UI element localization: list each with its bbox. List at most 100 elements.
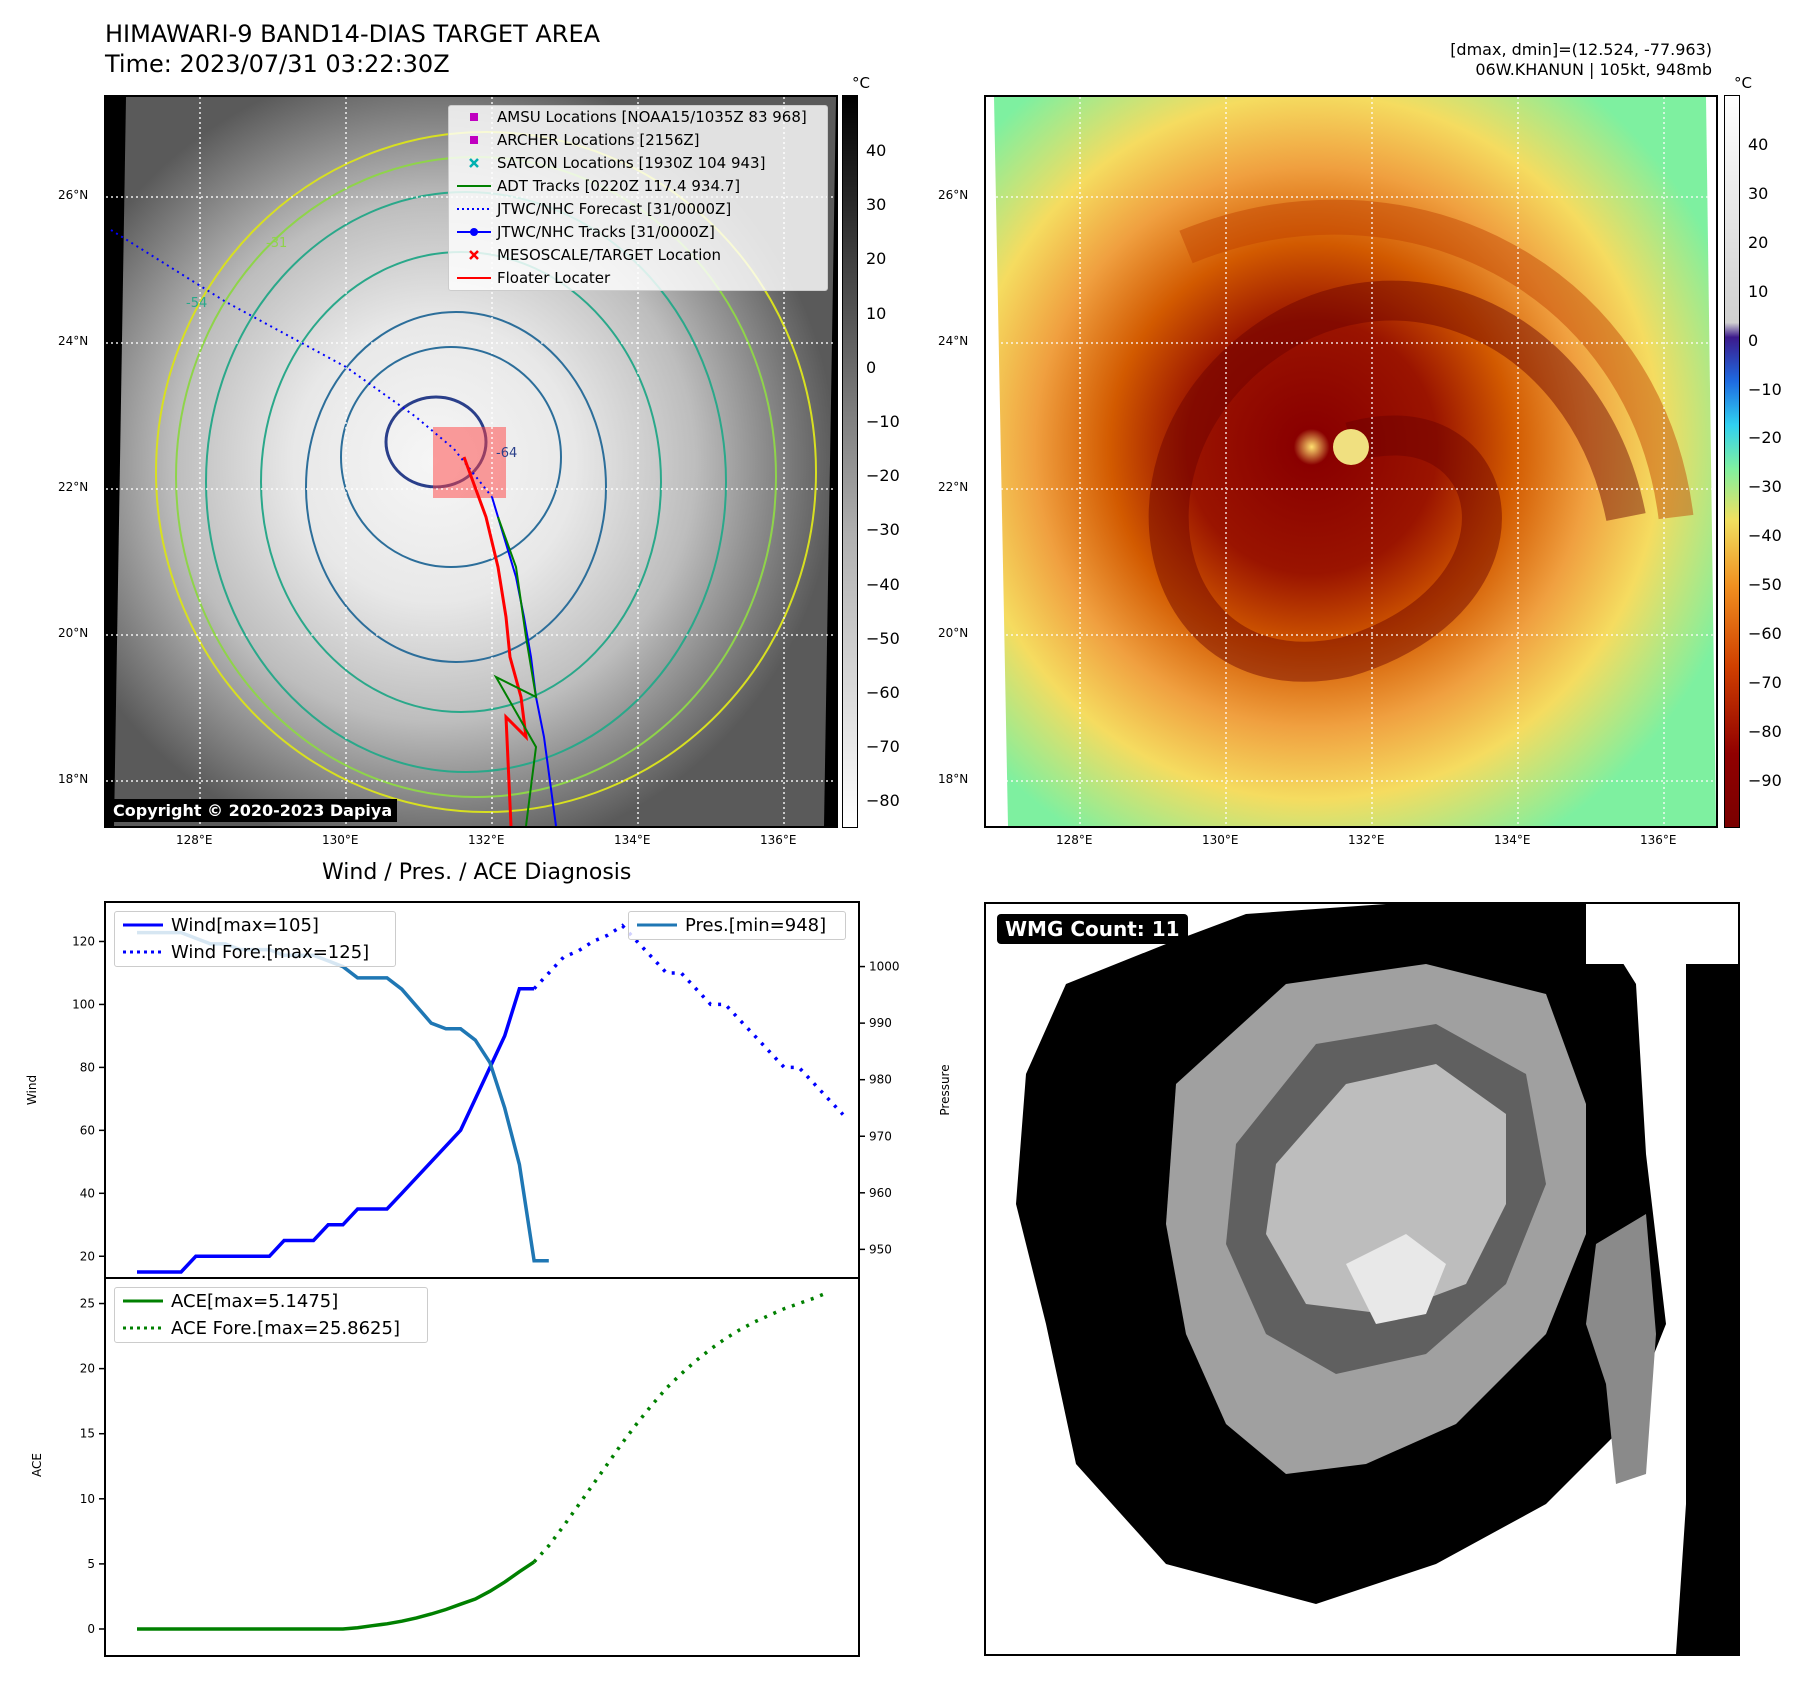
color-colorbar-tick: −80 [1748, 721, 1782, 741]
grayscale-colorbar-tick: 40 [866, 141, 887, 160]
color-colorbar-tick: −50 [1748, 575, 1782, 595]
contour-labels: -31 -54 -64 [186, 236, 517, 461]
legend-floater: Floater Locater [457, 269, 611, 287]
legend-jtwc-tracks: JTWC/NHC Tracks [31/0000Z] [449, 221, 827, 244]
color-ir-map [984, 95, 1718, 828]
legend-pressure: Pres.[min=948] [637, 915, 827, 936]
map-left-lat-label: 18°N [58, 772, 89, 786]
color-colorbar-tick: 10 [1748, 281, 1769, 301]
pressure-legend: Pres.[min=948] [628, 911, 846, 940]
grayscale-colorbar-tick: −80 [866, 791, 900, 811]
legend-wind-forecast: Wind Fore.[max=125] [123, 942, 370, 963]
legend-jtwc-forecast: JTWC/NHC Forecast [31/0000Z] [457, 200, 732, 218]
map-right-lat-label: 22°N [938, 480, 969, 494]
grayscale-colorbar-tick: −50 [866, 628, 900, 648]
legend-satcon: SATCON Locations [1930Z 104 943] [449, 152, 827, 175]
color-colorbar-unit: °C [1734, 74, 1752, 92]
color-colorbar-tick: −90 [1748, 770, 1782, 790]
map-left-lon-label: 128°E [176, 833, 213, 847]
ace-tick-label: 15 [80, 1427, 95, 1441]
legend-ace-forecast: ACE Fore.[max=25.8625] [123, 1318, 400, 1339]
legend-amsu: AMSU Locations [NOAA15/1035Z 83 968] [449, 106, 827, 129]
contour-label-64: -64 [496, 446, 517, 461]
color-colorbar-tick: 40 [1748, 135, 1769, 154]
map-right-lat-label: 20°N [938, 626, 969, 640]
grayscale-colorbar-tick: −20 [866, 466, 900, 486]
legend-wind: Wind[max=105] [123, 915, 319, 936]
map-right-lat-label: 24°N [938, 334, 969, 348]
wind-tick-label: 20 [80, 1249, 95, 1263]
grayscale-colorbar [842, 95, 858, 828]
grayscale-colorbar-tick: −40 [866, 574, 900, 594]
ace-forecast-series-line [532, 1290, 829, 1564]
map-right-lon-label: 128°E [1056, 833, 1093, 847]
contour-label-31: -31 [266, 236, 287, 251]
grayscale-colorbar-tick: −60 [866, 683, 900, 702]
grayscale-colorbar-unit: °C [852, 74, 870, 92]
dmax-dmin-stats: [dmax, dmin]=(12.524, -77.963) [1450, 40, 1712, 59]
wmg-count-label: WMG Count: 11 [997, 914, 1188, 944]
map-left-lon-label: 134°E [614, 833, 651, 847]
pressure-tick-label: 990 [869, 1016, 892, 1030]
color-colorbar-tick: −20 [1748, 428, 1782, 448]
color-colorbar-tick: −60 [1748, 624, 1782, 643]
color-colorbar-tick: −10 [1748, 379, 1782, 399]
pressure-series-line [137, 930, 549, 1263]
ace-tick-label: 25 [80, 1297, 95, 1311]
wind-tick-label: 120 [72, 934, 95, 948]
map-right-lat-label: 18°N [938, 772, 969, 786]
map-left-lon-label: 132°E [468, 833, 505, 847]
ace-series-line [137, 1560, 536, 1631]
color-colorbar-tick: 20 [1748, 232, 1769, 252]
legend-ace: ACE[max=5.1475] [123, 1291, 339, 1312]
color-colorbar [1724, 95, 1740, 828]
pressure-tick-label: 960 [869, 1186, 892, 1200]
pressure-tick-label: 980 [869, 1073, 892, 1087]
grayscale-ir-map: -31 -54 -64 AMSU Locations [NOAA15/1035Z… [104, 95, 838, 828]
grayscale-colorbar-tick: 20 [866, 249, 887, 269]
wind-tick-label: 80 [80, 1060, 95, 1074]
wind-legend: Wind[max=105] Wind Fore.[max=125] [114, 911, 396, 967]
wind-tick-label: 60 [80, 1123, 95, 1137]
figure-time: Time: 2023/07/31 03:22:30Z [105, 50, 450, 78]
pressure-tick-label: 950 [869, 1242, 892, 1256]
storm-info: 06W.KHANUN | 105kt, 948mb [1475, 60, 1712, 79]
ace-tick-label: 5 [87, 1557, 95, 1571]
grayscale-colorbar-tick: −30 [866, 520, 900, 540]
wind-forecast-series-line [532, 923, 845, 1116]
color-colorbar-tick: −40 [1748, 526, 1782, 546]
color-colorbar-tick: −30 [1748, 477, 1782, 497]
map-left-lon-label: 130°E [322, 833, 359, 847]
copyright-label: Copyright © 2020-2023 Dapiya [108, 799, 398, 822]
pressure-tick-label: 1000 [869, 960, 900, 974]
map-left-lon-label: 136°E [760, 833, 797, 847]
legend-adt: ADT Tracks [0220Z 117.4 934.7] [457, 177, 741, 195]
legend-archer: ARCHER Locations [2156Z] [449, 129, 827, 152]
color-colorbar-tick: 30 [1748, 183, 1769, 203]
figure-title: HIMAWARI-9 BAND14-DIAS TARGET AREA [105, 20, 601, 48]
wmg-panel [984, 902, 1740, 1656]
ace-tick-label: 0 [87, 1622, 95, 1636]
ace-tick-label: 20 [80, 1362, 95, 1376]
map-left-lat-label: 22°N [58, 480, 89, 494]
grayscale-colorbar-tick: −70 [866, 737, 900, 757]
map-left-lat-label: 24°N [58, 334, 89, 348]
ace-tick-label: 10 [80, 1492, 95, 1506]
wmg-image [1016, 904, 1738, 1654]
wind-tick-label: 100 [72, 997, 95, 1011]
legend-target: MESOSCALE/TARGET Location [449, 244, 827, 267]
grayscale-colorbar-tick: 30 [866, 195, 887, 215]
diagnosis-title: Wind / Pres. / ACE Diagnosis [322, 860, 632, 885]
wind-tick-label: 40 [80, 1186, 95, 1200]
ace-legend: ACE[max=5.1475] ACE Fore.[max=25.8625] [114, 1287, 428, 1343]
color-ir-map-canvas [986, 97, 1716, 826]
color-colorbar-tick: 0 [1748, 330, 1759, 350]
grayscale-colorbar-tick: 10 [866, 303, 887, 323]
wind-series-line [137, 986, 535, 1274]
map-right-lon-label: 132°E [1348, 833, 1385, 847]
map-right-lat-label: 26°N [938, 188, 969, 202]
map-right-lon-label: 134°E [1494, 833, 1531, 847]
map-right-lon-label: 130°E [1202, 833, 1239, 847]
map-right-lon-label: 136°E [1640, 833, 1677, 847]
